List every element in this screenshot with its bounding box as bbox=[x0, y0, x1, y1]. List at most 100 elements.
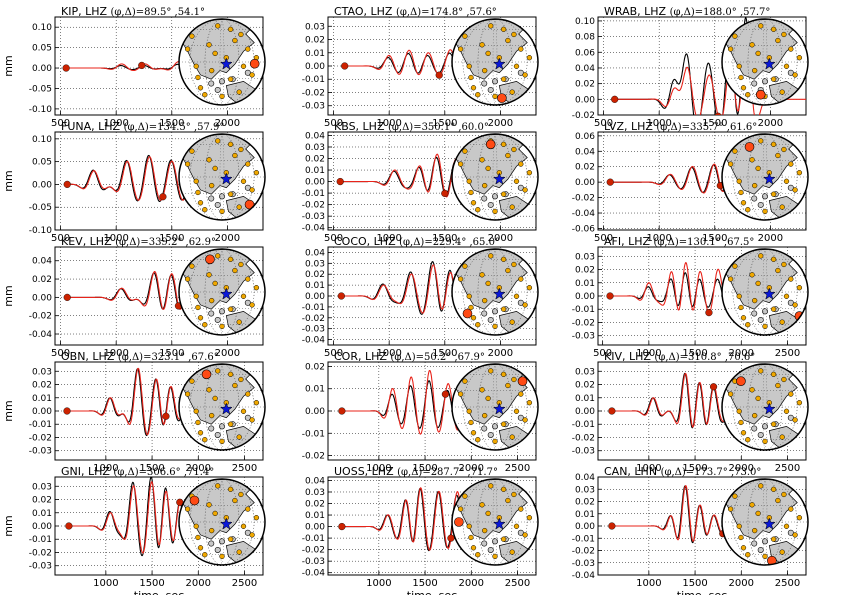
station-marker bbox=[470, 545, 477, 551]
panel-title-station: KBS, LHZ bbox=[334, 120, 388, 133]
observed-trace bbox=[67, 154, 202, 202]
island bbox=[751, 310, 758, 317]
y-tick-label: 0.03 bbox=[305, 259, 325, 269]
station-marker bbox=[215, 138, 221, 144]
station-marker bbox=[249, 417, 255, 423]
station-marker bbox=[505, 152, 511, 159]
station-marker bbox=[468, 304, 474, 311]
station-marker bbox=[475, 207, 481, 213]
x-tick-label: 2500 bbox=[232, 578, 257, 589]
station-marker bbox=[740, 200, 747, 206]
island bbox=[787, 184, 794, 191]
station-marker bbox=[788, 161, 794, 167]
station-marker bbox=[209, 297, 215, 304]
station-marker bbox=[193, 523, 199, 529]
panel-title: CTAO, LHZ (φ,Δ)=174.8° ,57.6° bbox=[334, 5, 497, 18]
panel-title-station: COCO, LHZ bbox=[334, 235, 399, 248]
y-tick-label: -0.04 bbox=[302, 224, 326, 234]
island bbox=[787, 529, 794, 536]
station-marker bbox=[500, 141, 507, 147]
station-marker bbox=[792, 72, 798, 78]
globe-outline bbox=[178, 18, 266, 106]
graticule-meridian bbox=[747, 249, 783, 335]
graticule-meridian bbox=[204, 134, 240, 220]
island bbox=[208, 80, 215, 87]
station-marker bbox=[513, 63, 520, 69]
station-marker bbox=[457, 46, 464, 52]
globe-outline bbox=[451, 363, 539, 451]
globe-outline bbox=[721, 18, 809, 106]
x-tick-label: 500 bbox=[324, 118, 343, 129]
y-tick-label: -0.02 bbox=[29, 433, 52, 443]
station-marker bbox=[209, 67, 215, 74]
window-marker bbox=[65, 522, 73, 530]
station-marker bbox=[518, 506, 524, 512]
station-marker bbox=[492, 323, 498, 330]
y-tick-label: 0.04 bbox=[575, 64, 595, 74]
y-tick-label: -0.02 bbox=[302, 452, 325, 462]
panel-title-geometry: (φ,Δ)=287.7° ,71.7° bbox=[397, 467, 498, 478]
island bbox=[757, 316, 764, 323]
station-marker bbox=[500, 256, 507, 262]
station-marker bbox=[184, 506, 191, 512]
station-marker bbox=[485, 510, 491, 517]
highlighted-station-marker bbox=[249, 58, 260, 69]
graticule-meridian bbox=[732, 134, 798, 220]
station-marker bbox=[796, 55, 803, 61]
graticule-meridian bbox=[747, 364, 783, 450]
window-marker bbox=[441, 390, 450, 398]
y-tick-label: -0.02 bbox=[572, 318, 595, 328]
station-marker bbox=[770, 141, 777, 147]
station-marker bbox=[770, 26, 777, 32]
panel-title: UOSS, LHZ (φ,Δ)=287.7° ,71.7° bbox=[334, 465, 498, 478]
event-star bbox=[492, 517, 506, 530]
globe-outline bbox=[451, 133, 539, 221]
y-tick-label: 0.00 bbox=[305, 62, 325, 72]
event-star bbox=[762, 57, 776, 70]
station-marker bbox=[206, 502, 212, 508]
island bbox=[487, 431, 494, 438]
island bbox=[219, 193, 225, 200]
station-marker bbox=[745, 207, 751, 213]
station-marker bbox=[206, 42, 212, 48]
x-tick-label: 2500 bbox=[775, 578, 800, 589]
x-axis-label: time, sec bbox=[407, 589, 457, 595]
x-tick-label: 2000 bbox=[758, 118, 783, 129]
station-marker bbox=[770, 536, 777, 542]
y-tick-label: 0.03 bbox=[575, 367, 595, 377]
station-marker bbox=[492, 93, 498, 100]
y-tick-label: 0.10 bbox=[575, 17, 595, 27]
panel-cor: 1000 1500 2000 2500 -0.02 -0.01 0.00 0.01 0.02 CO… bbox=[302, 350, 539, 474]
station-marker bbox=[462, 378, 468, 384]
island bbox=[751, 425, 758, 432]
station-marker bbox=[752, 297, 758, 304]
station-marker bbox=[788, 506, 794, 512]
station-marker bbox=[189, 378, 195, 384]
x-tick-label: 1000 bbox=[636, 348, 661, 359]
y-tick-label: 0.01 bbox=[32, 394, 52, 404]
station-marker bbox=[509, 204, 515, 210]
graticule-meridian bbox=[462, 19, 528, 105]
island bbox=[481, 195, 488, 202]
y-tick-label: 0.02 bbox=[575, 266, 595, 276]
station-marker bbox=[781, 31, 787, 38]
station-marker bbox=[500, 421, 507, 427]
island bbox=[244, 184, 251, 191]
y-tick-label: -0.10 bbox=[29, 105, 53, 115]
station-marker bbox=[466, 408, 472, 414]
station-marker bbox=[518, 161, 524, 167]
island bbox=[219, 423, 225, 430]
station-marker bbox=[513, 178, 520, 184]
highlighted-station-marker bbox=[736, 376, 746, 387]
panel-kip: 500 1000 1500 2000 -0.10 -0.05 0.00 0.05 0.10 KIP… bbox=[2, 5, 266, 129]
station-marker bbox=[749, 157, 755, 163]
station-marker bbox=[755, 50, 761, 57]
island bbox=[492, 538, 498, 545]
station-marker bbox=[227, 141, 234, 147]
station-marker bbox=[488, 368, 494, 374]
y-tick-label: 0.01 bbox=[305, 49, 325, 59]
station-marker bbox=[511, 146, 517, 153]
globe-outline bbox=[178, 133, 266, 221]
y-tick-label: 0.02 bbox=[32, 496, 52, 506]
graticule-meridian bbox=[747, 19, 783, 105]
